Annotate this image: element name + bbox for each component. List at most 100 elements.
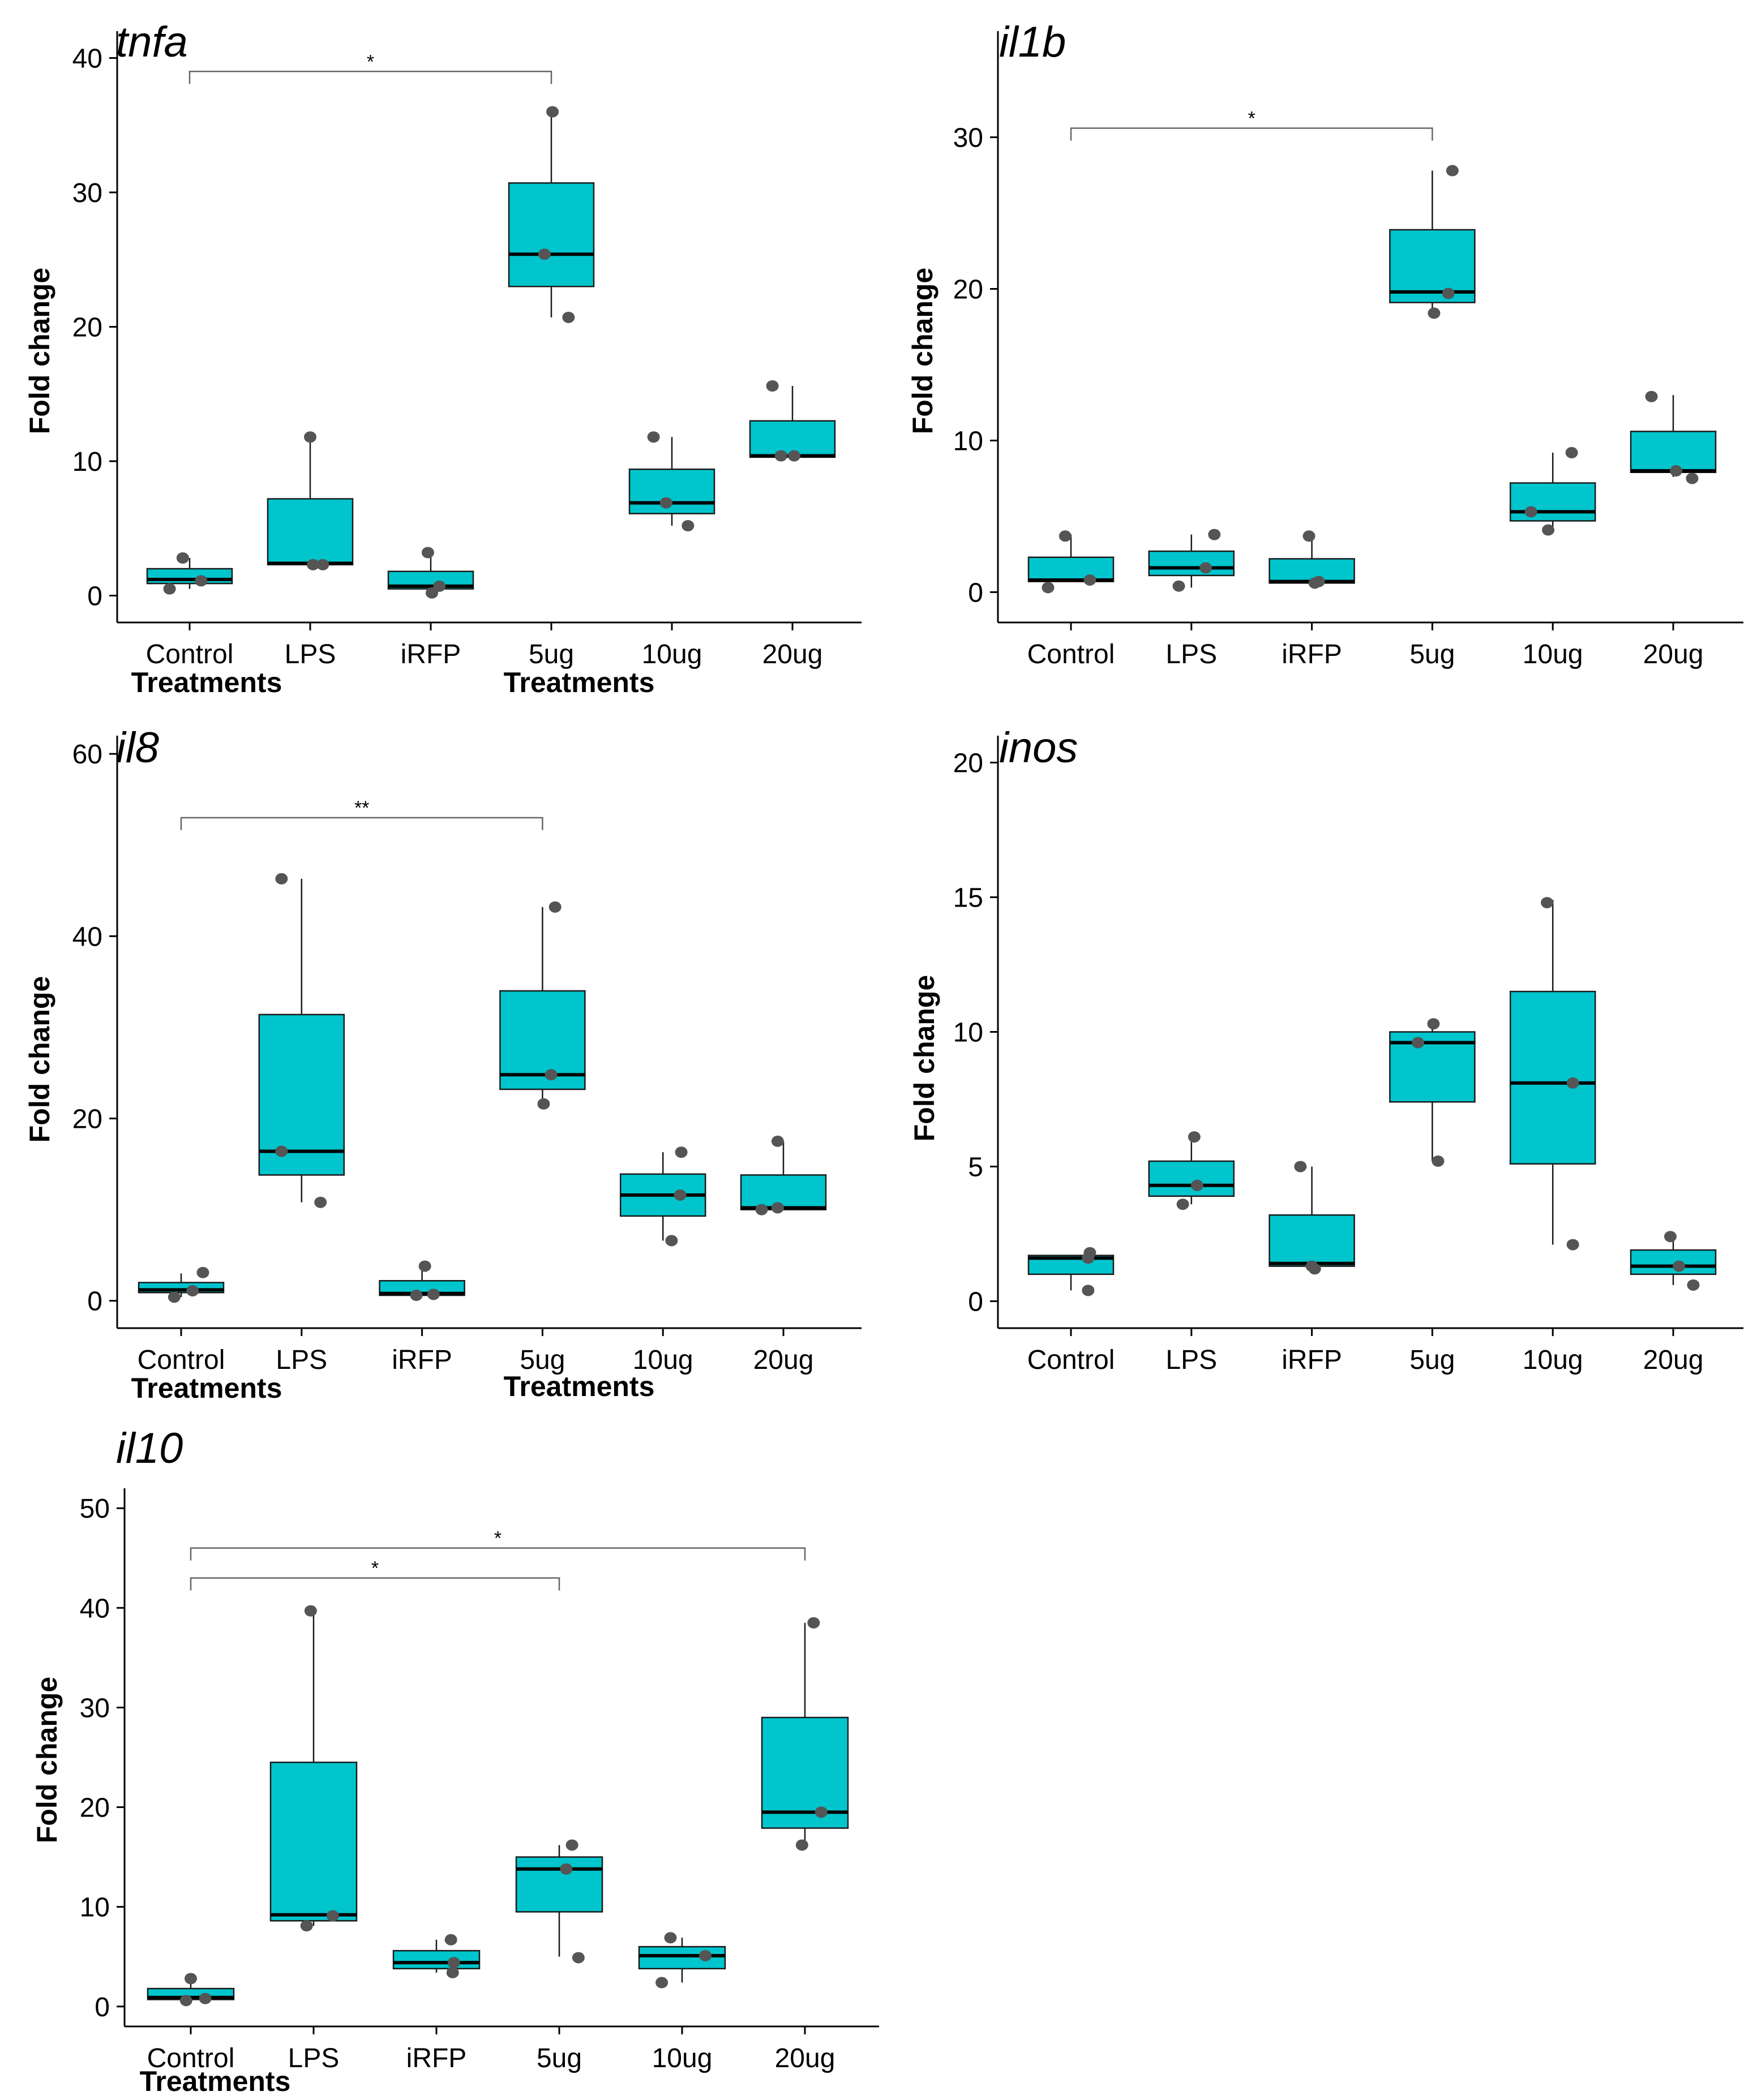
box-5ug — [1389, 170, 1476, 314]
panel-title: il10 — [116, 1424, 183, 1472]
y-axis-title: Fold change — [909, 975, 940, 1141]
panel-title: inos — [999, 724, 1078, 772]
data-point — [771, 1135, 784, 1147]
y-tick-label: 10 — [953, 1018, 983, 1048]
data-point — [537, 1098, 550, 1110]
data-point — [659, 497, 672, 509]
data-point — [300, 1920, 313, 1932]
x-axis-title: Treatments — [131, 1372, 282, 1404]
box-20ug — [761, 1622, 849, 1845]
x-tick-label: 20ug — [775, 2043, 835, 2073]
x-tick-label: iRFP — [392, 1345, 452, 1375]
data-point — [1208, 529, 1221, 540]
data-point — [545, 1069, 558, 1081]
data-point — [316, 559, 329, 570]
y-tick-label: 0 — [95, 1992, 110, 2022]
box-5ug — [508, 111, 595, 317]
data-point — [1308, 1263, 1321, 1275]
y-tick-label: 20 — [80, 1793, 110, 1823]
x-axis-title: Treatments — [504, 1371, 655, 1402]
data-point — [410, 1290, 423, 1302]
data-point — [538, 248, 551, 260]
data-point — [1172, 580, 1185, 592]
data-point — [560, 1863, 573, 1875]
y-tick-label: 15 — [953, 883, 983, 913]
data-point — [186, 1285, 199, 1296]
box-iRFP — [392, 1939, 481, 1973]
data-point — [1059, 530, 1072, 542]
x-tick-label: Control — [1027, 1345, 1115, 1375]
data-point — [1176, 1199, 1189, 1210]
box-iqr — [638, 1946, 726, 1970]
y-tick-label: 0 — [87, 582, 102, 612]
box-5ug — [499, 907, 586, 1104]
y-tick-label: 0 — [968, 578, 983, 608]
significance-label: * — [371, 1558, 379, 1579]
data-point — [1645, 390, 1658, 402]
data-point — [304, 1605, 317, 1617]
box-iqr — [499, 990, 586, 1090]
box-iqr — [267, 498, 354, 566]
significance-bracket: * — [190, 1558, 560, 1591]
box-LPS — [269, 1611, 358, 1926]
x-tick-label: Control — [1027, 639, 1115, 669]
y-tick-label: 20 — [953, 275, 983, 305]
box-10ug — [628, 437, 715, 526]
data-point — [427, 1289, 440, 1300]
x-tick-label: Control — [138, 1345, 225, 1375]
box-10ug — [1509, 452, 1596, 530]
x-tick-label: LPS — [1165, 1345, 1217, 1375]
chart-panel-il10: il10 Treatments Fold change 0 10 20 30 40 50 C… — [31, 1424, 879, 2097]
data-point — [275, 873, 288, 884]
x-tick-label: 10ug — [1523, 639, 1583, 669]
box-iqr — [515, 1856, 603, 1913]
data-point — [771, 1202, 784, 1214]
data-point — [1442, 287, 1455, 299]
box-iRFP — [387, 552, 474, 593]
chart-panel-il1b: il1b Treatments Fold change 0 10 20 30 Contr… — [504, 18, 1743, 698]
box-Control — [146, 558, 233, 589]
x-tick-label: 10ug — [633, 1345, 693, 1375]
data-point — [682, 520, 695, 531]
x-tick-label: 5ug — [520, 1345, 565, 1375]
x-tick-label: iRFP — [1282, 1345, 1342, 1375]
box-iqr — [258, 1014, 345, 1176]
x-tick-label: 5ug — [1409, 639, 1455, 669]
box-iqr — [508, 182, 595, 287]
plot-area: 0 20 40 60 Control LPS iRFP 5ug 10ug 20ug ** — [72, 736, 862, 1375]
data-point — [196, 1266, 209, 1278]
x-tick-label: 5ug — [529, 639, 574, 669]
x-tick-label: iRFP — [401, 639, 461, 669]
data-point — [433, 580, 446, 592]
data-point — [275, 1145, 288, 1157]
x-tick-label: iRFP — [1282, 639, 1342, 669]
data-point — [1446, 165, 1459, 177]
significance-bracket: * — [1070, 108, 1433, 141]
data-point — [421, 547, 434, 559]
data-point — [418, 1260, 431, 1272]
data-point — [655, 1977, 668, 1989]
x-tick-label: 10ug — [642, 639, 702, 669]
y-tick-label: 30 — [80, 1693, 110, 1723]
y-tick-label: 0 — [968, 1287, 983, 1317]
y-tick-label: 20 — [72, 1105, 102, 1135]
data-point — [1082, 1285, 1095, 1296]
data-point — [546, 106, 559, 118]
y-tick-label: 10 — [80, 1893, 110, 1923]
x-tick-label: 10ug — [652, 2043, 713, 2073]
data-point — [1042, 582, 1055, 594]
data-point — [326, 1910, 339, 1922]
data-point — [307, 559, 320, 570]
y-axis-title: Fold change — [24, 976, 55, 1143]
bracket-line — [180, 817, 543, 830]
data-point — [1687, 1279, 1700, 1291]
data-point — [1190, 1179, 1203, 1191]
box-LPS — [1148, 1137, 1235, 1205]
data-point — [1428, 307, 1441, 319]
data-point — [447, 1957, 460, 1969]
data-point — [176, 552, 189, 564]
y-tick-label: 60 — [72, 740, 102, 770]
box-5ug — [515, 1845, 603, 1957]
data-point — [665, 1235, 678, 1247]
